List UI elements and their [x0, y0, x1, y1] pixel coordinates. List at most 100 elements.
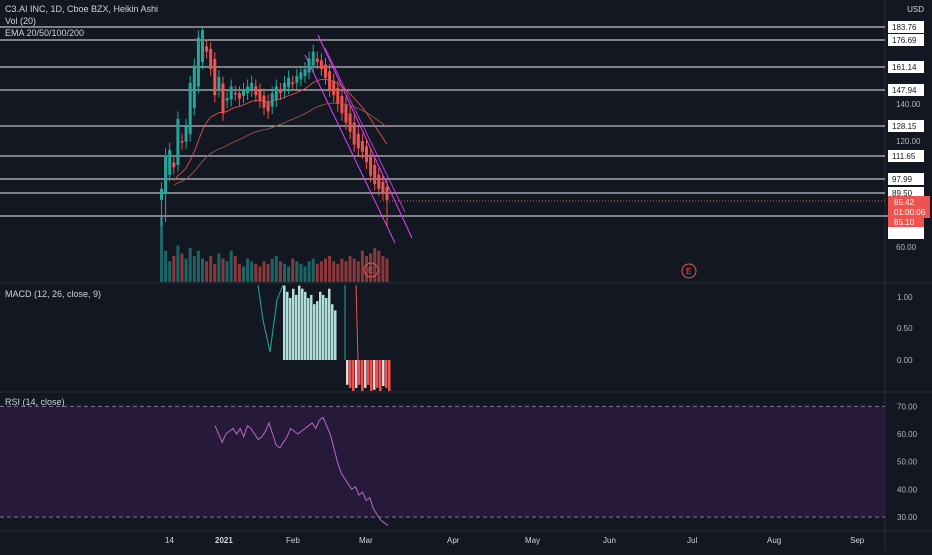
macd-histogram-bar — [349, 360, 352, 388]
candle-body — [385, 186, 389, 200]
candle-body — [344, 104, 348, 123]
rsi-band — [0, 406, 885, 518]
macd-histogram-bar — [379, 360, 382, 391]
macd-legend[interactable]: MACD (12, 26, close, 9) — [5, 289, 102, 299]
volume-bar — [180, 253, 184, 282]
volume-bar — [291, 258, 295, 282]
candle-body — [266, 101, 270, 112]
volume-bar — [168, 261, 172, 282]
macd-histogram-bar — [367, 360, 370, 385]
level-label-bg — [888, 61, 924, 73]
ema-legend[interactable]: EMA 20/50/100/200 — [5, 28, 85, 38]
macd-signal-line — [355, 284, 359, 361]
volume-bar — [340, 258, 344, 282]
volume-bar — [164, 250, 168, 282]
volume-bar — [299, 263, 303, 282]
volume-bar — [192, 256, 196, 282]
volume-bar — [381, 256, 385, 282]
time-axis-tick: May — [525, 536, 540, 545]
candle-body — [164, 155, 168, 194]
level-label: 183.76 — [892, 23, 917, 32]
volume-bar — [295, 261, 299, 282]
candle-body — [287, 77, 291, 88]
volume-bar — [307, 261, 311, 282]
macd-histogram-bar — [322, 294, 325, 360]
macd-histogram-bar — [334, 310, 337, 360]
symbol-legend[interactable]: C3.AI INC, 1D, Cboe BZX, Heikin Ashi — [5, 4, 159, 14]
rsi-axis-tick: 30.00 — [897, 513, 918, 522]
earnings-marker — [363, 262, 379, 278]
macd-axis-tick: 0.00 — [897, 356, 913, 365]
macd-histogram-bar — [385, 360, 388, 388]
macd-axis-tick: 1.00 — [897, 293, 913, 302]
macd-histogram-bar — [289, 298, 292, 360]
macd-histogram-bar — [283, 285, 286, 360]
candle-body — [221, 83, 225, 114]
candle-body — [172, 162, 176, 168]
candle-body — [233, 92, 237, 95]
channel-line-mid — [324, 47, 406, 213]
candle-body — [356, 133, 360, 149]
volume-bar — [221, 258, 225, 282]
macd-histogram-bar — [352, 360, 355, 391]
volume-bar — [233, 256, 237, 282]
time-axis-tick: Jul — [687, 536, 697, 545]
level-label-bg — [888, 120, 924, 132]
time-axis-tick: 2021 — [215, 536, 233, 545]
macd-histogram-bar — [298, 285, 301, 360]
candle-body — [188, 82, 192, 135]
level-label-bg — [888, 21, 924, 33]
earnings-marker — [681, 263, 697, 279]
volume-bar — [205, 261, 209, 282]
macd-histogram-bar — [382, 360, 385, 387]
countdown-label: 01:00:06 — [894, 208, 926, 217]
candle-body — [242, 89, 245, 96]
rsi-axis-tick: 50.00 — [897, 458, 918, 467]
macd-histogram-bar — [304, 291, 307, 360]
candle-body — [295, 75, 299, 83]
candle-body — [348, 113, 352, 132]
level-label-bg — [888, 84, 924, 96]
candle-body — [217, 77, 221, 90]
macd-histogram-bar — [370, 360, 373, 391]
volume-bar — [315, 263, 319, 282]
candle-body — [225, 98, 229, 101]
candle-body — [340, 95, 344, 114]
volume-bar — [229, 250, 233, 282]
macd-histogram-bar — [373, 360, 376, 390]
volume-bar — [237, 263, 241, 282]
candle-body — [332, 80, 336, 96]
ema-20-line — [173, 78, 388, 182]
time-axis-tick: Aug — [767, 536, 781, 545]
rsi-axis-tick: 40.00 — [897, 485, 918, 494]
volume-bar — [319, 261, 323, 282]
volume-legend[interactable]: Vol (20) — [5, 16, 37, 26]
macd-line — [257, 284, 284, 353]
macd-histogram-bar — [295, 294, 298, 360]
candle-body — [246, 86, 250, 93]
volume-bar — [209, 256, 213, 282]
ema-50-line — [173, 102, 388, 186]
rsi-legend[interactable]: RSI (14, close) — [5, 397, 65, 407]
macd-histogram-bar — [313, 304, 316, 360]
channel-line-lower — [304, 54, 396, 244]
volume-bar — [311, 258, 315, 282]
level-label: 176.69 — [892, 36, 917, 45]
macd-histogram-bar — [319, 291, 322, 360]
macd-histogram-bar — [355, 360, 358, 388]
macd-histogram-bar — [364, 360, 367, 388]
volume-bar — [225, 261, 229, 282]
level-label-bg — [888, 227, 924, 239]
candle-body — [192, 65, 196, 108]
volume-bar — [176, 245, 180, 282]
macd-histogram-bar — [328, 288, 331, 360]
macd-histogram-bar — [316, 301, 319, 360]
candle-body — [258, 90, 262, 101]
level-label-bg — [888, 173, 924, 185]
candle-body — [168, 149, 172, 175]
macd-histogram-bar — [346, 360, 349, 385]
earnings-marker-label: E — [368, 266, 373, 275]
candle-body — [254, 86, 258, 96]
